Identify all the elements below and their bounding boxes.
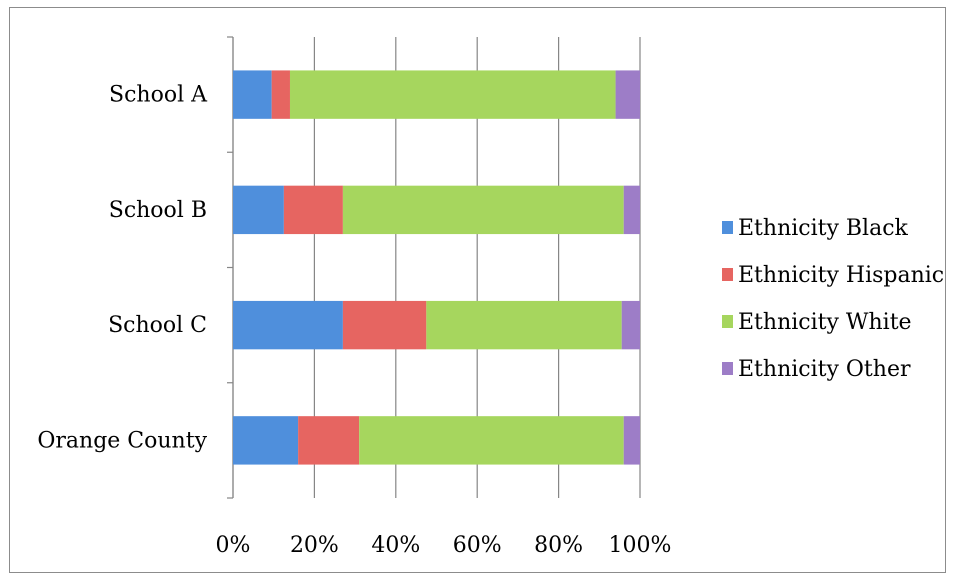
- bar-segment: [298, 416, 360, 465]
- legend-swatch: [722, 221, 733, 234]
- axes: [227, 36, 234, 499]
- x-tick-label: 60%: [453, 533, 502, 558]
- bar-segment: [233, 185, 284, 235]
- category-label: Orange County: [37, 428, 207, 453]
- bar-segment: [289, 70, 616, 119]
- bar-segment: [271, 70, 290, 119]
- bar-segment: [621, 300, 640, 350]
- legend-label: Ethnicity Black: [738, 216, 909, 241]
- category-label: School C: [108, 313, 207, 338]
- legend: Ethnicity Black Ethnicity Hispanic Ethnici…: [722, 216, 944, 382]
- legend-swatch: [722, 315, 733, 328]
- category-label: School B: [109, 198, 207, 223]
- axis-labels: 0% 20% 40% 60% 80% 100% School A School B School…: [37, 83, 671, 558]
- legend-label: Ethnicity Hispanic: [738, 263, 944, 288]
- category-label: School A: [109, 83, 208, 108]
- x-tick-label: 80%: [534, 533, 583, 558]
- bar-segment: [233, 70, 272, 119]
- bar-segment: [359, 416, 624, 465]
- legend-swatch: [722, 362, 733, 375]
- bar-segment: [233, 300, 343, 350]
- bar-segment: [615, 70, 640, 119]
- legend-label: Ethnicity Other: [738, 357, 911, 382]
- x-tick-label: 100%: [609, 533, 672, 558]
- bar-segment: [342, 300, 427, 350]
- x-tick-label: 0%: [216, 533, 251, 558]
- bars: [233, 70, 640, 465]
- bar-segment: [623, 185, 640, 235]
- x-tick-label: 20%: [290, 533, 339, 558]
- bar-segment: [283, 185, 343, 235]
- legend-label: Ethnicity White: [738, 310, 912, 335]
- bar-segment: [342, 185, 624, 235]
- bar-segment: [623, 416, 640, 465]
- bar-segment: [426, 300, 622, 350]
- legend-swatch: [722, 268, 733, 281]
- x-tick-label: 40%: [371, 533, 420, 558]
- bar-segment: [233, 416, 299, 465]
